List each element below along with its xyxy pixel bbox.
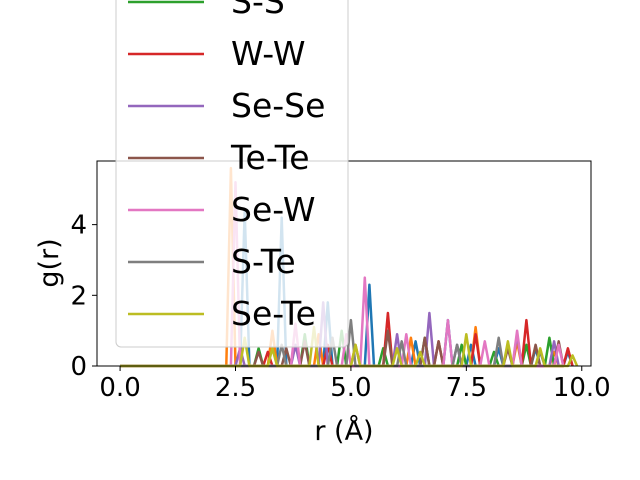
x-tick-label: 5.0 xyxy=(330,373,371,403)
legend-label-s-s: S-S xyxy=(231,0,285,21)
y-axis-label: g(r) xyxy=(34,238,65,287)
x-tick-label: 7.5 xyxy=(446,373,487,403)
legend-box xyxy=(115,0,349,348)
x-tick-label: 2.5 xyxy=(215,373,256,403)
legend-items: S-S W-W Se-Se Te-Te Se-W S-Te Se-Te xyxy=(128,0,325,333)
legend-label-se-w: Se-W xyxy=(231,190,315,229)
legend: S-S W-W Se-Se Te-Te Se-W S-Te Se-Te xyxy=(115,0,349,348)
legend-label-se-se: Se-Se xyxy=(231,86,325,125)
legend-label-w-w: W-W xyxy=(231,34,306,73)
y-axis-ticks: 0 2 4 xyxy=(70,211,97,382)
x-axis-ticks: 0.0 2.5 5.0 7.5 10.0 xyxy=(99,366,611,403)
legend-label-se-te: Se-Te xyxy=(231,294,316,333)
x-tick-label: 0.0 xyxy=(99,373,140,403)
y-tick-label: 2 xyxy=(70,281,87,311)
legend-label-te-te: Te-Te xyxy=(230,138,310,177)
x-tick-label: 10.0 xyxy=(553,373,611,403)
y-tick-label: 4 xyxy=(70,211,87,241)
y-tick-label: 0 xyxy=(70,352,87,382)
x-axis-label: r (Å) xyxy=(314,415,373,447)
legend-label-s-te: S-Te xyxy=(231,242,296,281)
